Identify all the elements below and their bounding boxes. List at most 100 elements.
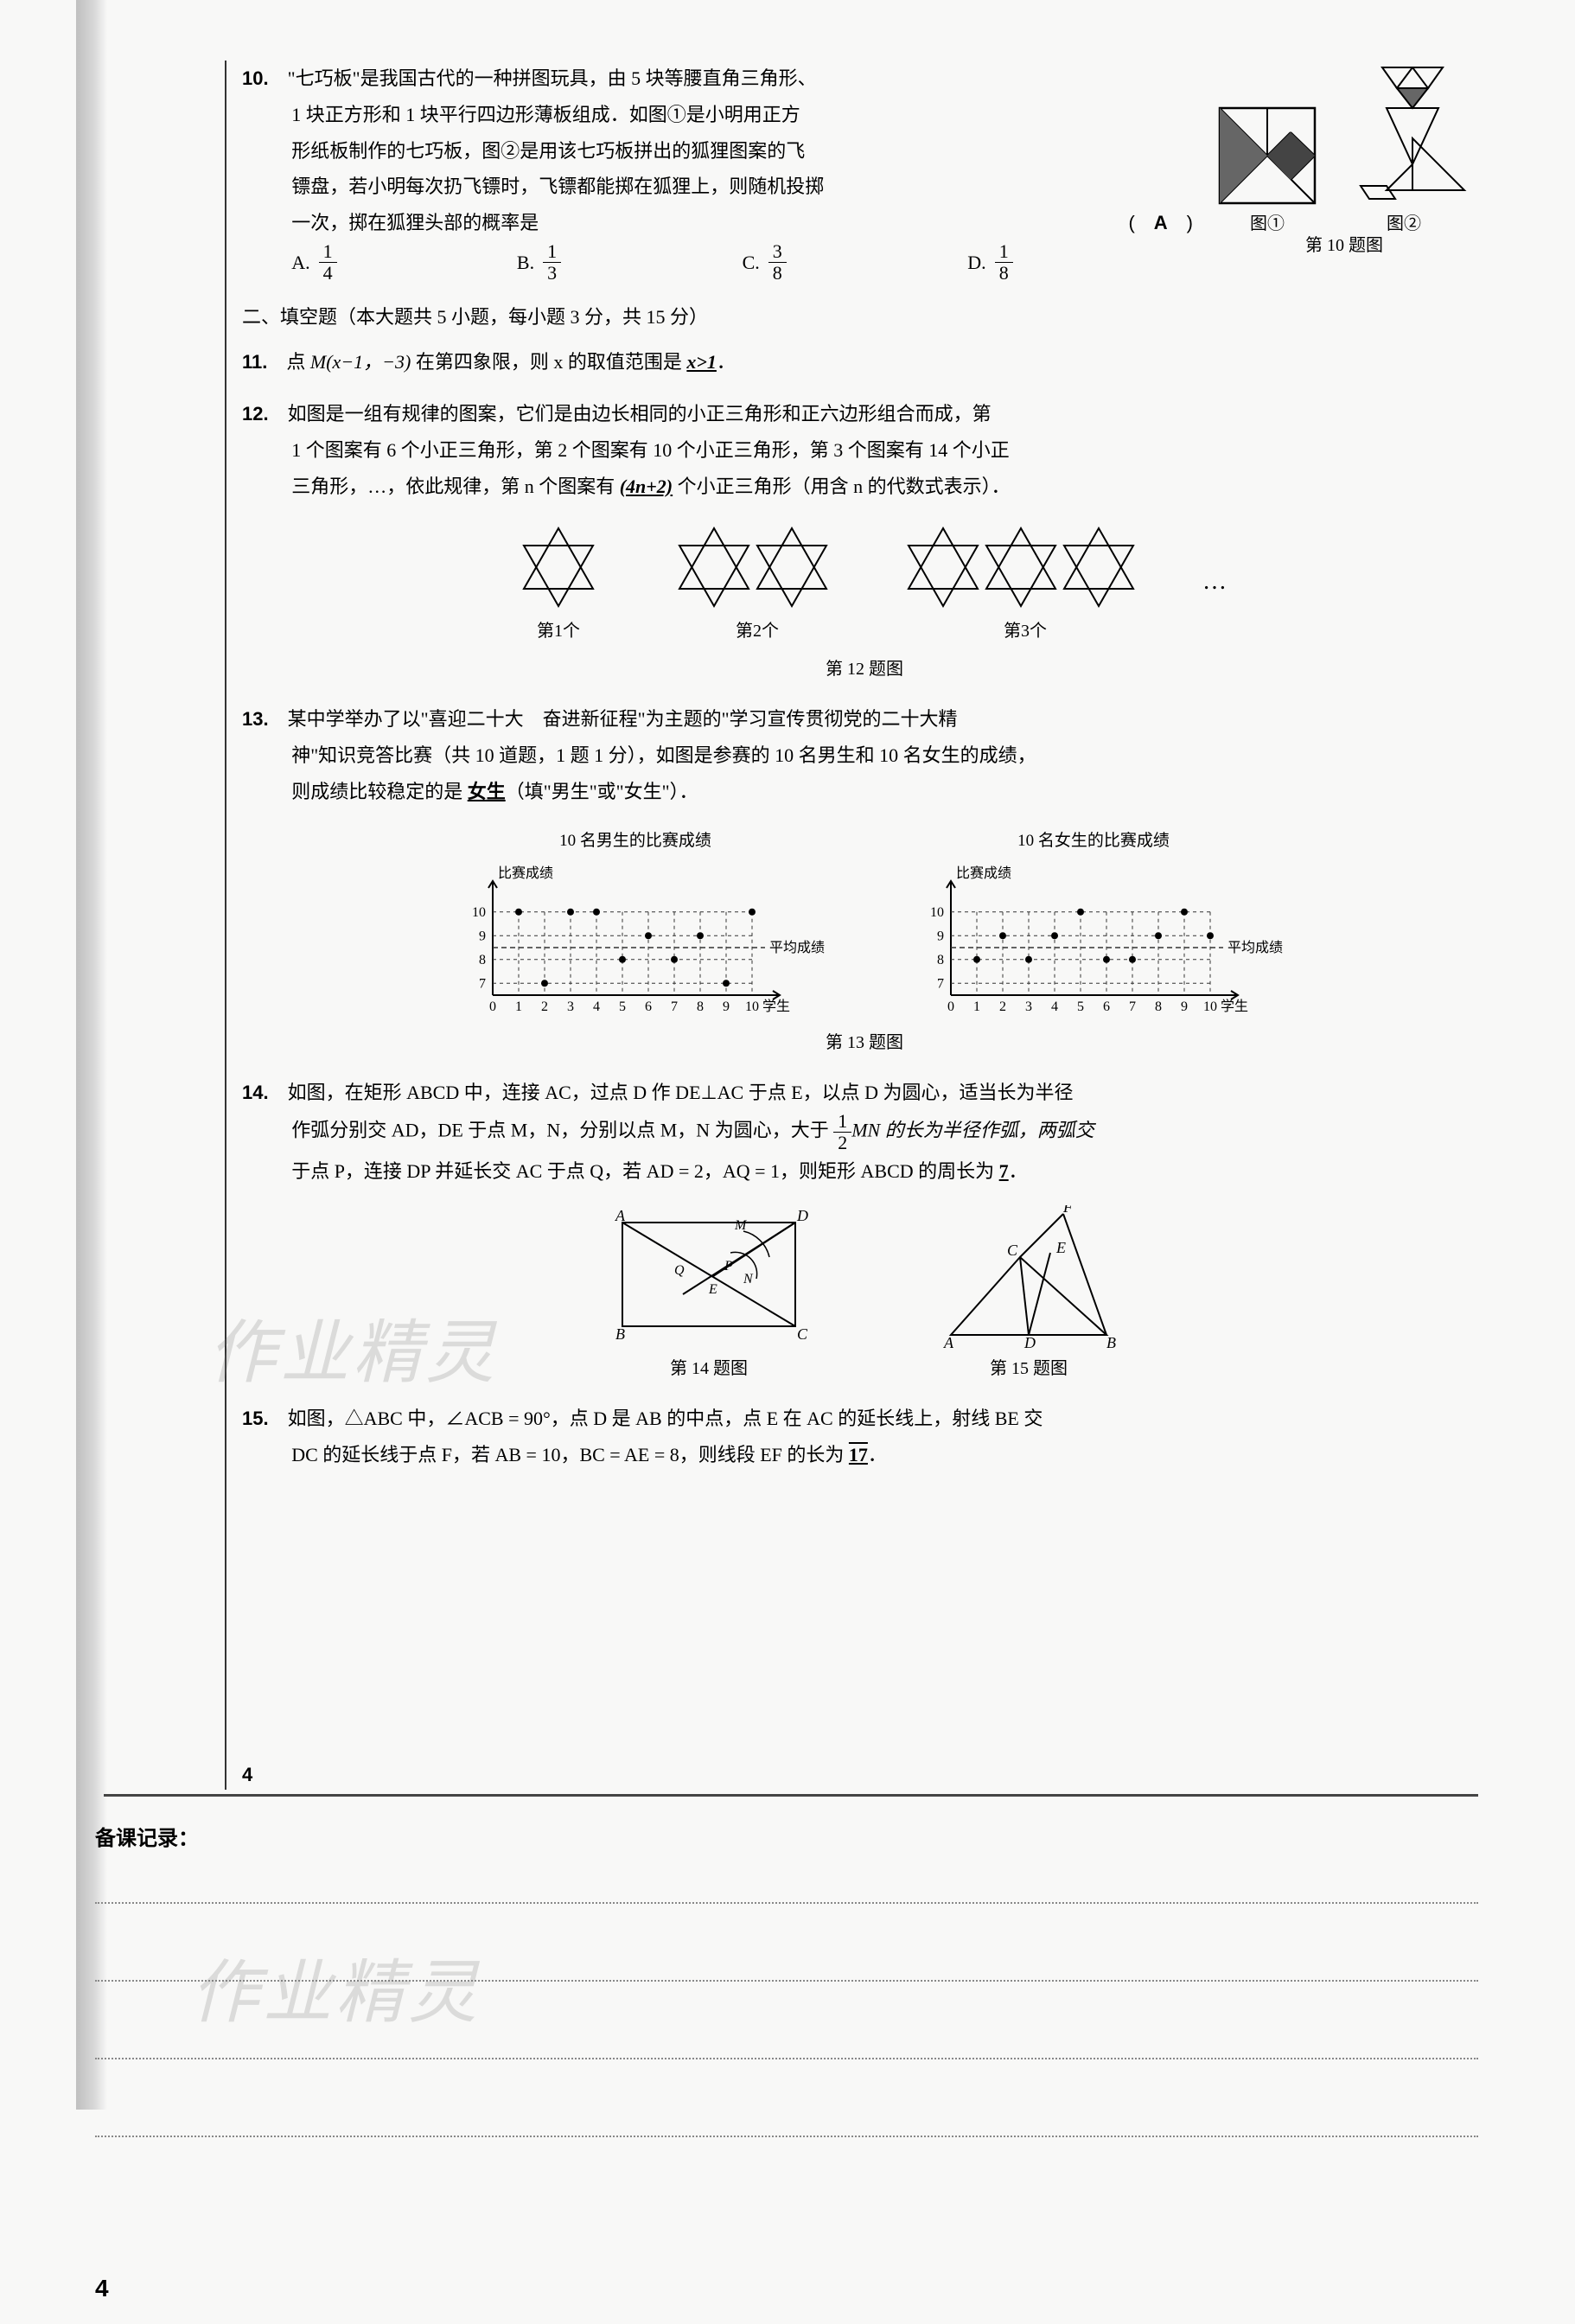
chart-title-boys: 10 名男生的比赛成绩: [445, 826, 826, 857]
frac-b-den: 3: [543, 263, 561, 284]
svg-text:7: 7: [479, 976, 486, 991]
question-14: 14. 如图，在矩形 ABCD 中，连接 AC，过点 D 作 DE⊥AC 于点 …: [242, 1075, 1487, 1385]
q11-post: ．: [717, 351, 736, 373]
question-13: 13. 某中学举办了以"喜迎二十大 奋进新征程"为主题的"学习宣传贯彻党的二十大…: [242, 701, 1487, 1058]
q14-l3-post: ．: [1009, 1160, 1028, 1182]
svg-text:3: 3: [1025, 999, 1032, 1014]
question-15: 15. 如图，△ABC 中，∠ACB = 90°，点 D 是 AB 的中点，点 …: [242, 1401, 1487, 1473]
svg-text:E: E: [1055, 1239, 1066, 1256]
opt-c-label: C.: [743, 245, 760, 281]
svg-text:9: 9: [723, 999, 730, 1014]
main-content: 图① 图② 第 10 题图 10. ": [242, 61, 1487, 1488]
svg-text:9: 9: [479, 929, 486, 943]
svg-text:Q: Q: [674, 1263, 685, 1278]
svg-text:比赛成绩: 比赛成绩: [956, 865, 1011, 881]
svg-text:8: 8: [937, 953, 944, 967]
q13-charts: 10 名男生的比赛成绩 比赛成绩78910012345678910平均成绩学生 …: [242, 826, 1487, 1021]
frac-a-num: 1: [319, 241, 337, 263]
q14-number: 14.: [242, 1082, 269, 1103]
note-line-4: [95, 2136, 1478, 2137]
q13-l3-pre: 则成绩比较稳定的是: [291, 781, 468, 802]
frac-d-num: 1: [995, 241, 1013, 263]
frac-c-num: 3: [768, 241, 787, 263]
q12-answer: (4n+2): [620, 476, 673, 497]
svg-text:F: F: [1062, 1205, 1074, 1216]
q14-q15-figures: A D B C M P N E Q 第 14 题图: [242, 1205, 1487, 1385]
note-line-2: [95, 1980, 1478, 1982]
option-c: C. 38: [743, 241, 968, 284]
svg-text:0: 0: [947, 999, 954, 1014]
q14-l1: 如图，在矩形 ABCD 中，连接 AC，过点 D 作 DE⊥AC 于点 E，以点…: [288, 1082, 1074, 1103]
question-11: 11. 点 M(x−1，−3) 在第四象限，则 x 的取值范围是 x>1．: [242, 344, 1487, 380]
question-10: 图① 图② 第 10 题图 10. ": [242, 61, 1487, 284]
q11-number: 11.: [242, 351, 267, 373]
q15-number: 15.: [242, 1408, 269, 1429]
q15-l2-post: ．: [868, 1444, 887, 1465]
page-left-shade: [76, 0, 107, 2110]
star-pattern-3: [900, 520, 1151, 615]
svg-text:9: 9: [1181, 999, 1188, 1014]
q15-l2-pre: DC 的延长线于点 F，若 AB = 10，BC = AE = 8，则线段 EF…: [291, 1444, 849, 1465]
option-a: A.14: [291, 241, 517, 284]
inner-page-number: 4: [242, 1757, 252, 1793]
svg-text:8: 8: [1155, 999, 1162, 1014]
q10-l3: 形纸板制作的七巧板，图②是用该七巧板拼出的狐狸图案的飞: [242, 133, 1193, 169]
q13-number: 13.: [242, 708, 269, 730]
svg-text:6: 6: [1103, 999, 1110, 1014]
option-b: B. 13: [517, 241, 743, 284]
q11-pre: 点: [286, 351, 310, 373]
svg-text:10: 10: [472, 905, 486, 920]
q13-answer: 女生: [468, 781, 506, 802]
q10-number: 10.: [242, 67, 269, 89]
q13-fig-caption: 第 13 题图: [242, 1026, 1487, 1059]
svg-text:C: C: [797, 1325, 808, 1343]
q13-l1: 某中学举办了以"喜迎二十大 奋进新征程"为主题的"学习宣传贯彻党的二十大精: [288, 708, 958, 730]
svg-text:0: 0: [489, 999, 496, 1014]
vertical-divider: [225, 61, 226, 1790]
q12-dots: …: [1202, 559, 1227, 648]
svg-text:E: E: [708, 1282, 717, 1297]
q11-answer: x>1: [686, 351, 717, 373]
footer-rule: [104, 1794, 1478, 1797]
svg-text:3: 3: [567, 999, 574, 1014]
q10-answer: A: [1154, 212, 1168, 233]
rectangle-abcd-figure: A D B C M P N E Q: [596, 1205, 821, 1352]
svg-text:1: 1: [973, 999, 980, 1014]
q10-answer-paren: ( A ): [1128, 205, 1193, 241]
svg-text:8: 8: [697, 999, 704, 1014]
q14-answer: 7: [999, 1160, 1009, 1182]
q12-lab3: 第3个: [900, 615, 1151, 648]
frac-b-num: 1: [543, 241, 561, 263]
q10-l1: "七巧板"是我国古代的一种拼图玩具，由 5 块等腰直角三角形、: [288, 67, 817, 89]
star-pattern-2: [666, 520, 848, 615]
note-line-3: [95, 2058, 1478, 2059]
q10-l4: 镖盘，若小明每次扔飞镖时，飞镖都能掷在狐狸上，则随机投掷: [242, 169, 1193, 205]
svg-text:C: C: [1007, 1242, 1018, 1259]
svg-text:B: B: [615, 1325, 625, 1343]
svg-text:平均成绩: 平均成绩: [1227, 940, 1283, 955]
question-12: 12. 如图是一组有规律的图案，它们是由边长相同的小正三角形和正六边形组合而成，…: [242, 396, 1487, 686]
svg-text:10: 10: [1203, 999, 1217, 1014]
svg-text:比赛成绩: 比赛成绩: [498, 865, 553, 881]
q14-l3-pre: 于点 P，连接 DP 并延长交 AC 于点 Q，若 AD = 2，AQ = 1，…: [291, 1160, 998, 1182]
svg-text:P: P: [724, 1259, 733, 1274]
q15-answer: 17: [849, 1444, 868, 1465]
q11-mid: 在第四象限，则 x 的取值范围是: [411, 351, 686, 373]
svg-text:A: A: [615, 1207, 626, 1224]
star-pattern-1: [502, 520, 615, 615]
opt-b-label: B.: [517, 245, 534, 281]
q12-figures: 第1个 第2个 第3个 …: [242, 520, 1487, 648]
svg-text:8: 8: [479, 953, 486, 967]
watermark-2: 作业精灵: [190, 1928, 481, 2059]
svg-text:4: 4: [1051, 999, 1058, 1014]
q12-l1: 如图是一组有规律的图案，它们是由边长相同的小正三角形和正六边形组合而成，第: [288, 403, 992, 425]
svg-text:B: B: [1106, 1334, 1116, 1351]
frac-c-den: 8: [768, 263, 787, 284]
svg-text:5: 5: [619, 999, 626, 1014]
svg-text:6: 6: [645, 999, 652, 1014]
opt-d-label: D.: [967, 245, 985, 281]
q10-l2: 1 块正方形和 1 块平行四边形薄板组成．如图①是小明用正方: [242, 97, 1193, 133]
option-d: D.18: [967, 241, 1193, 284]
svg-text:7: 7: [671, 999, 678, 1014]
q12-l2: 1 个图案有 6 个小正三角形，第 2 个图案有 10 个小正三角形，第 3 个…: [242, 432, 1487, 469]
